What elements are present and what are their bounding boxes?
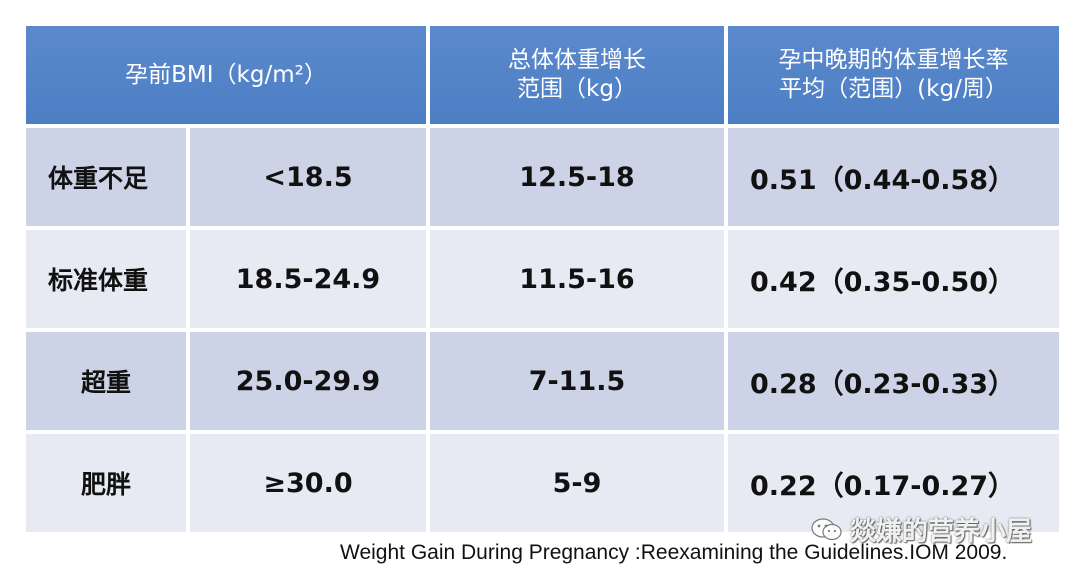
row-bmi: 18.5-24.9 xyxy=(190,230,426,328)
row-gain-rate: 0.42（0.35-0.50） xyxy=(728,230,1059,328)
row-bmi-value: 18.5-24.9 xyxy=(235,263,381,295)
row-rate-value: 0.42（0.35-0.50） xyxy=(750,266,1016,298)
row-total-gain: 12.5-18 xyxy=(430,128,724,226)
row-bmi: ≥30.0 xyxy=(190,434,426,532)
row-gain-rate: 0.22（0.17-0.27） xyxy=(728,434,1059,532)
row-rate-value: 0.51（0.44-0.58） xyxy=(750,164,1016,196)
row-total-value: 5-9 xyxy=(552,467,602,499)
row-bmi: 25.0-29.9 xyxy=(190,332,426,430)
row-bmi: <18.5 xyxy=(190,128,426,226)
row-category-label: 体重不足 xyxy=(48,164,149,193)
row-category-label: 肥胖 xyxy=(80,470,131,499)
row-category: 肥胖 xyxy=(26,434,186,532)
header-total-line1: 总体体重增长 xyxy=(508,47,646,73)
header-rate-line1: 孕中晚期的体重增长率 xyxy=(778,47,1009,73)
row-total-gain: 11.5-16 xyxy=(430,230,724,328)
wechat-icon xyxy=(811,517,842,540)
header-bmi-label: 孕前BMI（kg/m²） xyxy=(125,61,327,88)
row-total-value: 7-11.5 xyxy=(528,365,626,397)
row-gain-rate: 0.51（0.44-0.58） xyxy=(728,128,1059,226)
row-category: 超重 xyxy=(26,332,186,430)
row-category-label: 超重 xyxy=(80,368,131,397)
row-gain-rate: 0.28（0.23-0.33） xyxy=(728,332,1059,430)
row-total-gain: 7-11.5 xyxy=(430,332,724,430)
row-rate-value: 0.28（0.23-0.33） xyxy=(750,368,1016,400)
row-category: 体重不足 xyxy=(26,128,186,226)
header-total-gain: 总体体重增长 范围（kg） xyxy=(430,26,724,124)
header-rate-line2: 平均（范围）(kg/周） xyxy=(779,76,1008,102)
row-category: 标准体重 xyxy=(26,230,186,328)
row-category-label: 标准体重 xyxy=(48,266,149,295)
row-rate-value: 0.22（0.17-0.27） xyxy=(750,470,1016,502)
row-total-value: 12.5-18 xyxy=(519,161,635,193)
row-total-value: 11.5-16 xyxy=(519,263,635,295)
header-gain-rate: 孕中晚期的体重增长率 平均（范围）(kg/周） xyxy=(728,26,1059,124)
watermark: 燚嫌的营养小屋 xyxy=(810,511,1032,548)
header-bmi: 孕前BMI（kg/m²） xyxy=(26,26,426,124)
row-total-gain: 5-9 xyxy=(430,434,724,532)
weight-gain-table: 孕前BMI（kg/m²） 总体体重增长 范围（kg） 孕中晚期的体重增长率 平均… xyxy=(26,26,1059,532)
row-bmi-value: ≥30.0 xyxy=(263,467,353,499)
citation: Weight Gain During Pregnancy :Reexaminin… xyxy=(340,541,1008,564)
header-total-line2: 范围（kg） xyxy=(517,76,637,102)
watermark-text: 燚嫌的营养小屋 xyxy=(850,517,1033,547)
row-bmi-value: 25.0-29.9 xyxy=(235,365,381,397)
row-bmi-value: <18.5 xyxy=(263,161,353,193)
